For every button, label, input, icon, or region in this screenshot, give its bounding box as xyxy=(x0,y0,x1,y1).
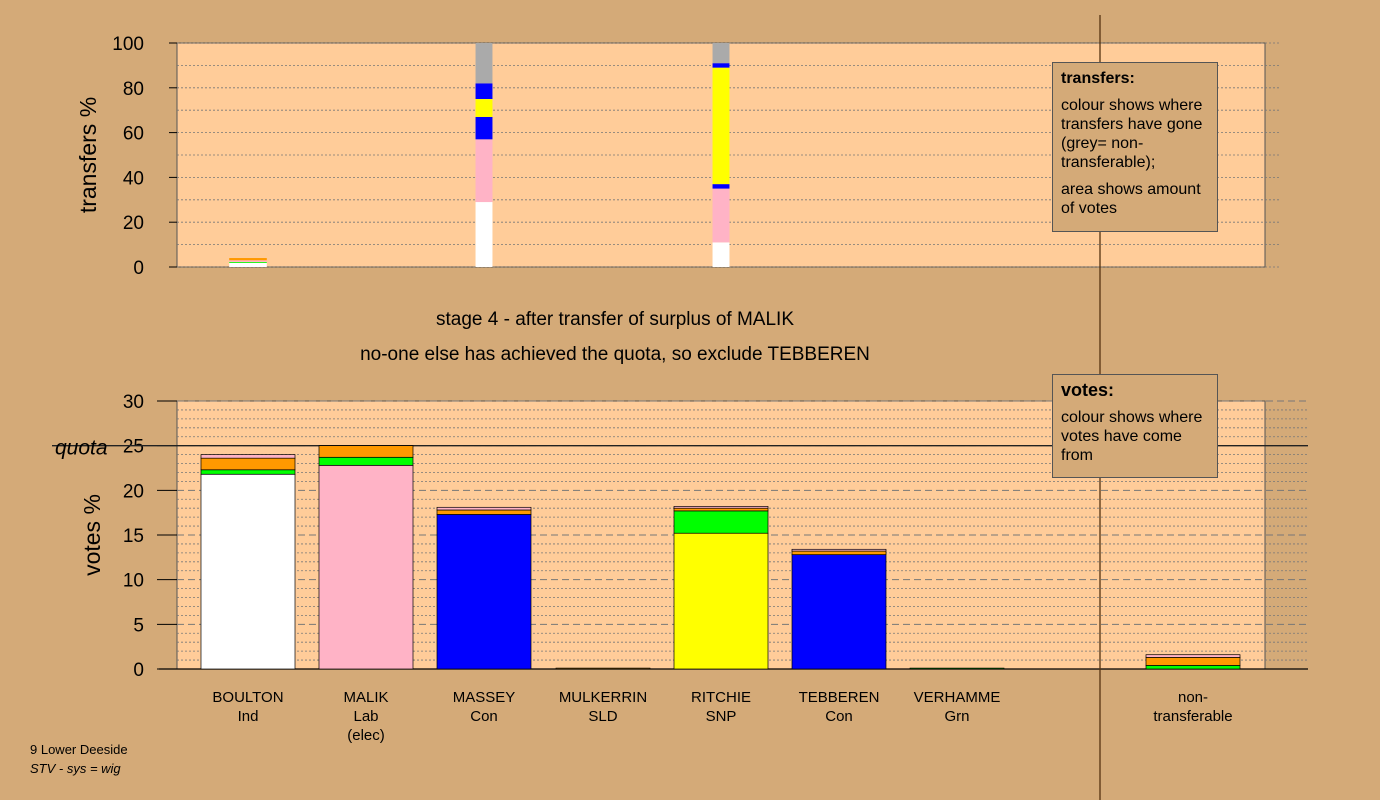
candidate-label: Ind xyxy=(238,708,259,725)
vote-bar-segment xyxy=(200,457,296,471)
transfers-tick-label: 40 xyxy=(123,168,144,189)
system-note: STV - sys = wig xyxy=(30,761,121,776)
transfer-segment xyxy=(475,202,493,267)
candidate-label: MASSEY xyxy=(453,689,516,706)
candidate-label: Con xyxy=(470,708,498,725)
transfers-legend: transfers: colour shows where transfers … xyxy=(1052,62,1218,232)
transfer-segment xyxy=(712,242,730,267)
candidate-label: VERHAMME xyxy=(914,689,1001,706)
vote-bar-segment xyxy=(318,464,414,670)
candidate-label: non- xyxy=(1178,689,1208,706)
vote-bar-segment xyxy=(200,469,296,475)
votes-tick-label: 15 xyxy=(123,526,144,547)
vote-bar-segment xyxy=(436,509,532,515)
vote-bar-segment xyxy=(791,550,887,556)
transfer-segment xyxy=(475,99,493,117)
candidate-label: RITCHIE xyxy=(691,689,751,706)
candidate-label: SNP xyxy=(706,708,737,725)
vote-bar-segment xyxy=(318,456,414,466)
vote-bar-segment xyxy=(791,548,887,552)
transfers-tick-label: 100 xyxy=(112,34,144,55)
votes-tick-label: 10 xyxy=(123,571,144,592)
vote-bar-segment xyxy=(1145,665,1241,670)
candidate-label: (elec) xyxy=(347,727,385,744)
exclude-note: no-one else has achieved the quota, so e… xyxy=(360,344,870,365)
transfer-segment xyxy=(712,184,730,189)
vote-bar-segment xyxy=(909,667,1005,670)
transfer-segment xyxy=(712,63,730,68)
transfers-tick-label: 80 xyxy=(123,79,144,100)
vote-bar-segment xyxy=(673,510,769,534)
quota-label: quota xyxy=(55,437,108,460)
transfers-legend-text-2: area shows amount of votes xyxy=(1061,181,1201,217)
transfers-legend-title: transfers: xyxy=(1061,70,1135,87)
stage-title: stage 4 - after transfer of surplus of M… xyxy=(436,309,794,330)
vote-bar-segment xyxy=(555,667,651,670)
transfer-segment xyxy=(712,67,730,185)
transfer-segment xyxy=(475,116,493,140)
vote-bar-segment xyxy=(436,514,532,670)
candidate-label: MALIK xyxy=(343,689,388,706)
votes-legend-title: votes: xyxy=(1061,380,1115,400)
vote-bar-segment xyxy=(1145,657,1241,666)
transfers-y-axis-label: transfers % xyxy=(75,97,101,213)
vote-bar-segment xyxy=(436,506,532,511)
votes-tick-label: 5 xyxy=(133,615,144,636)
vote-bar-segment xyxy=(1145,654,1241,658)
votes-tick-label: 30 xyxy=(123,392,144,413)
candidate-label: MULKERRIN xyxy=(559,689,647,706)
votes-tick-label: 20 xyxy=(123,481,144,502)
candidate-label: Grn xyxy=(944,708,969,725)
transfers-tick-label: 60 xyxy=(123,124,144,145)
vote-bar-segment xyxy=(318,445,414,458)
votes-legend-text: colour shows where votes have come from xyxy=(1061,409,1203,464)
candidate-label: TEBBEREN xyxy=(799,689,880,706)
votes-legend: votes: colour shows where votes have com… xyxy=(1052,374,1218,478)
transfer-segment xyxy=(712,188,730,243)
transfer-segment xyxy=(229,262,267,267)
transfer-segment xyxy=(712,43,730,64)
transfers-tick-label: 20 xyxy=(123,213,144,234)
transfer-segment xyxy=(229,260,267,263)
votes-y-axis-label: votes % xyxy=(79,494,105,576)
transfer-segment xyxy=(475,83,493,99)
transfer-segment xyxy=(475,139,493,203)
vote-bar-segment xyxy=(200,473,296,670)
transfers-legend-text: colour shows where transfers have gone (… xyxy=(1061,97,1203,171)
votes-tick-label: 25 xyxy=(123,437,144,458)
transfer-segment xyxy=(229,262,267,263)
transfers-tick-label: 0 xyxy=(133,258,144,279)
vote-bar-segment xyxy=(673,506,769,509)
transfer-segment xyxy=(475,43,493,84)
vote-bar-segment xyxy=(673,532,769,670)
votes-tick-label: 0 xyxy=(133,660,144,681)
candidate-label: BOULTON xyxy=(212,689,283,706)
transfer-segment xyxy=(229,258,267,261)
vote-bar-segment xyxy=(791,554,887,670)
vote-bar-segment xyxy=(673,507,769,512)
candidate-label: transferable xyxy=(1153,708,1232,725)
ward-name: 9 Lower Deeside xyxy=(30,742,128,757)
candidate-label: SLD xyxy=(588,708,617,725)
candidate-label: Con xyxy=(825,708,853,725)
candidate-label: Lab xyxy=(353,708,378,725)
vote-bar-segment xyxy=(200,454,296,459)
